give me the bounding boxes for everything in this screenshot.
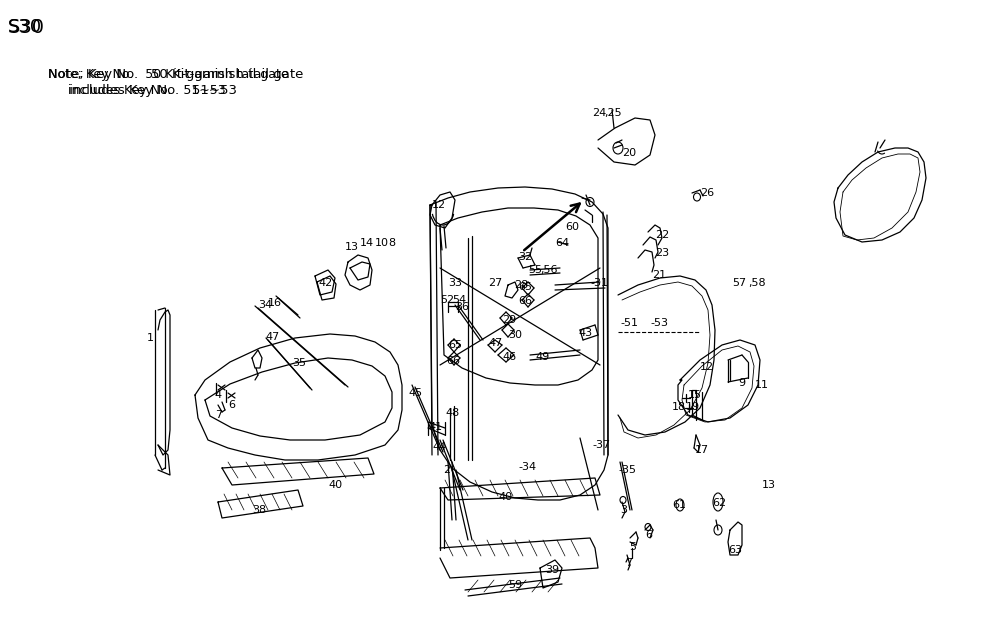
Text: Note; Key No.   50 Kit-garnish tail gate: Note; Key No. 50 Kit-garnish tail gate: [48, 68, 303, 81]
Text: 4: 4: [214, 390, 221, 400]
Text: ,56: ,56: [540, 265, 558, 275]
Text: 54: 54: [452, 295, 466, 305]
Text: 57: 57: [732, 278, 746, 288]
Text: 47: 47: [488, 338, 502, 348]
Text: -51: -51: [620, 318, 638, 328]
Text: 33: 33: [448, 278, 462, 288]
Text: 65: 65: [448, 340, 462, 350]
Text: 48: 48: [445, 408, 459, 418]
Text: 26: 26: [700, 188, 715, 198]
Text: -53: -53: [650, 318, 668, 328]
Text: ,25: ,25: [604, 108, 621, 118]
Text: 24: 24: [592, 108, 606, 118]
Text: -35: -35: [618, 465, 636, 475]
Text: 7: 7: [215, 410, 222, 420]
Text: 13: 13: [762, 480, 776, 490]
Text: 12: 12: [432, 200, 446, 210]
Text: 1: 1: [147, 333, 154, 343]
Text: -37: -37: [592, 440, 610, 450]
Text: 11: 11: [755, 380, 769, 390]
Text: 49: 49: [535, 352, 549, 362]
Text: 52: 52: [440, 295, 454, 305]
Text: 9: 9: [738, 378, 745, 388]
Text: 3: 3: [620, 505, 627, 515]
Text: 29: 29: [502, 315, 516, 325]
Text: 40: 40: [328, 480, 342, 490]
Text: 15: 15: [688, 390, 702, 400]
Text: S30: S30: [8, 18, 43, 36]
Text: 8: 8: [388, 238, 395, 248]
Text: 65: 65: [518, 282, 532, 292]
Text: 18: 18: [672, 402, 686, 412]
Text: 30: 30: [508, 330, 522, 340]
Text: 20: 20: [622, 148, 636, 158]
Text: 27: 27: [488, 278, 502, 288]
Text: 42: 42: [318, 278, 332, 288]
Text: 45: 45: [408, 388, 422, 398]
Text: ,58: ,58: [748, 278, 766, 288]
Text: 59: 59: [508, 580, 522, 590]
Text: 64: 64: [555, 238, 569, 248]
Text: Note; Key No.   50 Kit-garnish tail gate: Note; Key No. 50 Kit-garnish tail gate: [48, 68, 288, 81]
Text: 2: 2: [443, 465, 450, 475]
Text: S30: S30: [8, 18, 45, 37]
Text: 34: 34: [258, 300, 273, 310]
Text: 13: 13: [345, 242, 359, 252]
Text: 43: 43: [578, 328, 593, 338]
Text: 61: 61: [672, 500, 686, 510]
Text: 12: 12: [700, 362, 715, 372]
Text: 36: 36: [455, 302, 469, 312]
Text: 19: 19: [686, 402, 700, 412]
Text: 66: 66: [446, 356, 460, 366]
Text: 32: 32: [518, 252, 532, 262]
Text: 44: 44: [432, 442, 446, 452]
Text: 66: 66: [518, 296, 532, 306]
Text: 10: 10: [375, 238, 389, 248]
Text: 46: 46: [502, 352, 516, 362]
Text: 14: 14: [360, 238, 375, 248]
Text: 5: 5: [629, 542, 636, 552]
Text: 17: 17: [695, 445, 710, 455]
Text: 6: 6: [228, 400, 235, 410]
Text: 6: 6: [645, 530, 652, 540]
Text: 63: 63: [728, 545, 742, 555]
Text: 62: 62: [712, 498, 726, 508]
Text: 39: 39: [545, 565, 559, 575]
Text: -34: -34: [518, 462, 536, 472]
Text: 41: 41: [428, 422, 442, 432]
Text: 22: 22: [655, 230, 669, 240]
Text: 40: 40: [498, 492, 512, 502]
Text: 55: 55: [528, 265, 542, 275]
Text: 35: 35: [292, 358, 306, 368]
Text: 28: 28: [514, 280, 528, 290]
Text: 21: 21: [652, 270, 666, 280]
Text: 38: 38: [252, 505, 267, 515]
Text: includes Key No.   51∼53: includes Key No. 51∼53: [48, 84, 226, 97]
Text: 16: 16: [268, 298, 282, 308]
Text: 7: 7: [625, 558, 632, 568]
Text: 47: 47: [265, 332, 279, 342]
Text: includes Key No.   51∼53: includes Key No. 51∼53: [48, 84, 237, 97]
Text: 23: 23: [655, 248, 669, 258]
Text: -31: -31: [590, 278, 608, 288]
Text: 60: 60: [565, 222, 579, 232]
